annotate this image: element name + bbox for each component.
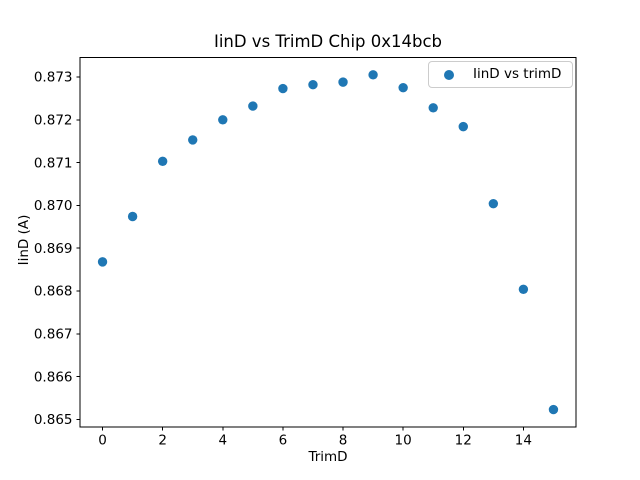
y-tick-label: 0.870 bbox=[34, 198, 73, 214]
data-point bbox=[97, 257, 108, 267]
x-tick-label: 0 bbox=[98, 433, 107, 449]
legend: IinD vs trimD bbox=[428, 61, 573, 88]
data-point bbox=[248, 101, 258, 111]
x-tick-label: 8 bbox=[339, 433, 348, 449]
data-point bbox=[488, 198, 499, 209]
data-point bbox=[278, 83, 288, 94]
x-axis-label: TrimD bbox=[308, 449, 348, 465]
legend-marker-icon bbox=[444, 70, 454, 80]
x-tick-label: 2 bbox=[158, 433, 167, 449]
x-tick-label: 12 bbox=[455, 433, 472, 449]
axes-frame bbox=[79, 57, 577, 428]
data-point bbox=[338, 77, 348, 87]
y-tick-label: 0.872 bbox=[34, 112, 73, 128]
chart-title: IinD vs TrimD Chip 0x14bcb bbox=[213, 32, 443, 51]
data-point bbox=[218, 115, 228, 125]
data-point bbox=[398, 82, 408, 93]
data-point bbox=[368, 70, 378, 80]
x-tick-label: 10 bbox=[395, 433, 412, 449]
y-tick-label: 0.869 bbox=[34, 241, 73, 257]
data-point bbox=[157, 156, 168, 166]
y-tick-label: 0.868 bbox=[34, 284, 73, 300]
x-tick-label: 6 bbox=[279, 433, 288, 449]
y-tick-label: 0.871 bbox=[34, 155, 73, 171]
y-tick-label: 0.873 bbox=[34, 70, 73, 86]
legend-entry-label: IinD vs trimD bbox=[473, 66, 562, 82]
data-point bbox=[518, 284, 529, 294]
y-axis-label: IinD (A) bbox=[16, 214, 32, 266]
data-point bbox=[127, 211, 138, 222]
data-point bbox=[548, 404, 559, 415]
y-tick-label: 0.867 bbox=[34, 326, 73, 342]
y-tick-label: 0.866 bbox=[34, 369, 73, 385]
x-tick-label: 4 bbox=[218, 433, 227, 449]
data-point bbox=[428, 103, 438, 113]
data-point bbox=[188, 135, 198, 145]
data-point bbox=[308, 79, 318, 90]
data-point bbox=[458, 121, 468, 132]
y-tick-label: 0.865 bbox=[34, 412, 73, 428]
x-tick-label: 14 bbox=[515, 433, 532, 449]
